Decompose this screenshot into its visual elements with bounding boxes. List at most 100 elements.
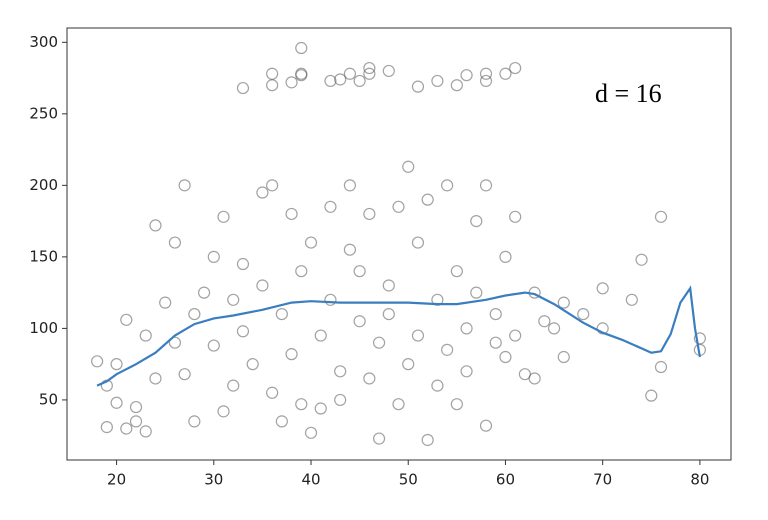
point [304, 426, 318, 439]
point [596, 322, 609, 335]
point [431, 74, 444, 88]
point [334, 365, 347, 378]
point [236, 81, 250, 95]
y-tick-label: 250 [29, 104, 58, 122]
y-tick-label: 150 [29, 247, 58, 265]
point [217, 210, 230, 223]
point [509, 210, 522, 223]
point [460, 322, 473, 335]
point [353, 74, 366, 88]
point [188, 307, 201, 321]
point [266, 67, 279, 80]
point [129, 415, 143, 428]
point [246, 358, 259, 371]
point [441, 343, 454, 356]
point [654, 210, 668, 223]
point [227, 379, 240, 392]
point [460, 365, 473, 378]
point [139, 329, 152, 342]
x-tick-label: 30 [204, 471, 223, 489]
point [460, 69, 473, 82]
point [353, 315, 366, 328]
point [489, 307, 502, 321]
annotation: d = 16 [595, 79, 662, 108]
point [450, 265, 463, 278]
point [120, 422, 133, 435]
point [159, 296, 172, 309]
point [168, 336, 182, 349]
y-tick-label: 100 [29, 319, 58, 337]
point [509, 61, 522, 75]
point [479, 419, 493, 432]
point [217, 405, 230, 418]
point [178, 368, 191, 381]
point [266, 179, 279, 192]
point [382, 64, 395, 78]
point [256, 186, 269, 199]
point [149, 372, 162, 385]
point [285, 348, 298, 361]
x-tick-label: 70 [593, 471, 612, 489]
point [207, 250, 220, 263]
point [382, 307, 395, 321]
point [479, 67, 493, 80]
x-tick-label: 80 [690, 471, 709, 489]
y-tick-label: 300 [29, 33, 58, 51]
point [596, 282, 609, 295]
point [149, 219, 162, 232]
point [450, 79, 463, 92]
point [236, 257, 250, 271]
point [343, 67, 357, 80]
point [450, 398, 463, 411]
point [110, 358, 123, 371]
point [635, 253, 648, 266]
point [479, 74, 493, 88]
point [499, 250, 512, 263]
y-tick-label: 50 [39, 390, 58, 408]
point [324, 200, 337, 213]
point [402, 358, 415, 371]
point [479, 179, 493, 192]
point [645, 389, 658, 402]
point [470, 215, 483, 228]
point [363, 67, 376, 80]
point [256, 279, 269, 292]
point [324, 74, 337, 88]
point [538, 315, 551, 328]
point [411, 329, 425, 342]
point [139, 425, 152, 438]
point [266, 79, 279, 92]
point [304, 236, 318, 249]
point [470, 286, 483, 299]
point [285, 207, 298, 221]
point [489, 336, 502, 349]
point [431, 293, 444, 306]
x-tick-label: 40 [301, 471, 320, 489]
point [110, 396, 123, 409]
plot-frame [66, 27, 732, 461]
point [100, 420, 113, 434]
point [178, 179, 191, 192]
point [411, 80, 425, 93]
point [557, 296, 570, 309]
point [363, 372, 376, 385]
point [295, 398, 308, 411]
point [324, 293, 337, 306]
point [363, 61, 376, 75]
point [207, 339, 220, 352]
point [654, 360, 668, 374]
point [372, 432, 386, 445]
point [91, 355, 104, 368]
point [353, 265, 366, 278]
point [392, 398, 405, 411]
point [168, 236, 182, 249]
point [557, 350, 570, 364]
point [528, 372, 541, 385]
point [625, 293, 638, 306]
point [295, 41, 308, 55]
point [129, 400, 143, 414]
point [547, 322, 561, 335]
point [411, 236, 425, 249]
point [197, 286, 211, 299]
